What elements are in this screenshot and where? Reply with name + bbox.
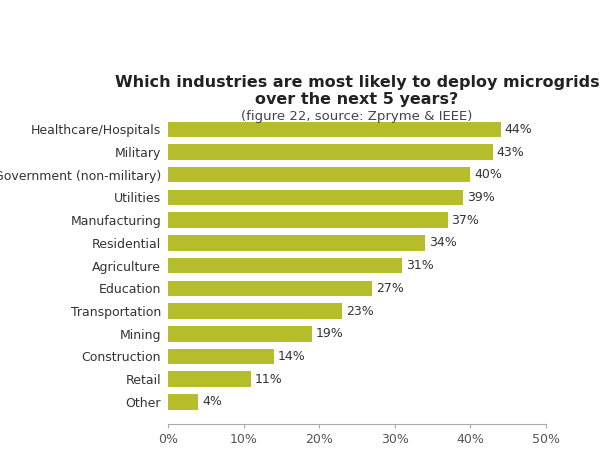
Bar (168, 303, 342, 319)
Bar (168, 349, 274, 364)
Text: 14%: 14% (278, 350, 305, 363)
Text: (figure 22, source: Zpryme & IEEE): (figure 22, source: Zpryme & IEEE) (241, 110, 473, 123)
Bar (168, 326, 311, 342)
Bar (168, 212, 448, 228)
Bar (168, 235, 425, 251)
Bar (168, 258, 403, 274)
Text: 44%: 44% (505, 123, 532, 136)
Title: Which industries are most likely to deploy microgrids
over the next 5 years?: Which industries are most likely to depl… (115, 75, 599, 107)
Bar (168, 394, 198, 410)
Bar (168, 371, 251, 387)
Bar (168, 122, 500, 137)
Text: 34%: 34% (429, 236, 457, 249)
Text: 39%: 39% (467, 191, 494, 204)
Text: 19%: 19% (316, 327, 343, 340)
Text: 43%: 43% (497, 145, 524, 158)
Bar (168, 144, 493, 160)
Text: 23%: 23% (346, 305, 373, 317)
Bar (168, 281, 372, 296)
Text: 37%: 37% (452, 214, 479, 226)
Text: 27%: 27% (376, 282, 404, 295)
Text: 31%: 31% (406, 259, 434, 272)
Bar (168, 190, 463, 205)
Bar (168, 167, 470, 183)
Text: 40%: 40% (474, 168, 502, 181)
Text: 4%: 4% (202, 396, 222, 408)
Text: 11%: 11% (255, 373, 283, 386)
